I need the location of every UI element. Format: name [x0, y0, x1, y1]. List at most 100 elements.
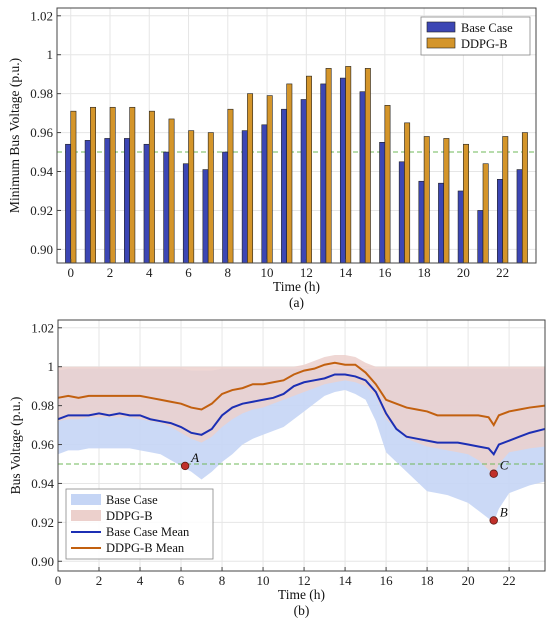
panel-a-bar-ddpg-b — [266, 95, 273, 264]
panel-a-bar-ddpg-b — [502, 136, 509, 264]
panel-b-xtick-label: 18 — [421, 573, 434, 588]
panel-b-xtick-label: 8 — [219, 573, 226, 588]
panel-a-ytick-label: 0.96 — [30, 125, 53, 140]
panel-a-bar-ddpg-b — [521, 132, 528, 264]
panel-b-legend-swatch — [71, 494, 101, 505]
panel-b-band-ddpg-b — [58, 355, 545, 476]
panel-a-bar-ddpg-b — [286, 83, 293, 264]
panel-a-xtick-label: 4 — [146, 265, 153, 280]
panel-a-xtick-label: 6 — [185, 265, 192, 280]
panel-a-bar-ddpg-b — [227, 108, 234, 264]
panel-b-ytick-label: 0.90 — [31, 554, 54, 569]
panel-a-ytick-label: 0.98 — [30, 86, 53, 101]
panel-a-x-axis-label: Time (h) — [273, 279, 320, 294]
panel-b-legend-swatch — [71, 510, 101, 521]
panel-a-bar-base-case — [84, 140, 91, 264]
panel-a-bar-ddpg-b — [404, 122, 411, 264]
panel-b-ytick-label: 1 — [48, 359, 55, 374]
panel-a-caption: (a) — [289, 295, 304, 310]
panel-b-legend-label: Base Case — [106, 493, 158, 507]
panel-a-legend-swatch — [426, 21, 456, 33]
panel-b-ytick-label: 0.96 — [31, 437, 54, 452]
panel-a-bar-ddpg-b — [463, 143, 469, 264]
panel-a-ytick-label: 1 — [47, 47, 54, 62]
panel-b-marker-label-a: A — [190, 450, 199, 465]
panel-a-plot-border — [56, 7, 537, 264]
panel-a-bar-base-case — [261, 124, 268, 264]
panel-a-bar-ddpg-b — [70, 110, 77, 264]
panel-a-bar-base-case — [359, 91, 366, 264]
panel-b-xtick-label: 4 — [137, 573, 144, 588]
panel-a-bar-base-case — [143, 143, 150, 264]
panel-a-xtick-label: 16 — [378, 265, 392, 280]
panel-b-legend: Base Case DDPG-B Base Case Mean DDPG-B Mean — [65, 488, 214, 560]
panel-b-xtick-label: 14 — [339, 573, 353, 588]
panel-a-bar-ddpg-b — [109, 106, 116, 264]
panel-a-bar-base-case — [379, 142, 386, 264]
panel-b-series — [57, 355, 546, 523]
panel-a-bar-base-case — [281, 108, 287, 264]
panel-a-bar-ddpg-b — [325, 68, 332, 264]
panel-a-bar-base-case — [222, 151, 229, 264]
panel-b-xtick-label: 20 — [462, 573, 475, 588]
panel-a-ytick-label: 0.90 — [30, 242, 53, 257]
panel-b-y-axis-label: Bus Voltage (p.u.) — [8, 397, 23, 495]
panel-a-bar-base-case — [339, 77, 346, 264]
panel-a-xtick-label: 22 — [496, 265, 509, 280]
panel-a-bar-base-case — [477, 210, 484, 264]
panel-b-xtick-label: 16 — [380, 573, 394, 588]
panel-b-line-base-case-mean — [57, 373, 546, 457]
panel-a-xtick-label: 20 — [457, 265, 470, 280]
panel-a-bar-ddpg-b — [129, 106, 136, 264]
panel-b-legend-label: Base Case Mean — [106, 525, 190, 539]
panel-b-legend-label: DDPG-B Mean — [106, 541, 185, 555]
panel-a-bar-base-case — [418, 180, 425, 264]
panel-a-xtick-label: 14 — [339, 265, 353, 280]
panel-a-bar-base-case — [163, 151, 170, 264]
panel-a-bar-base-case — [124, 138, 130, 264]
panel-a-bar-base-case — [182, 163, 189, 264]
panel-a-y-axis-label: Minimum Bus Voltage (p.u.) — [7, 58, 22, 213]
panel-a-bar-ddpg-b — [482, 163, 489, 264]
panel-b-marker-label-b: B — [500, 504, 508, 519]
panel-b-ytick-label: 0.94 — [31, 476, 54, 491]
panel-b-ytick-label: 1.02 — [31, 320, 54, 335]
panel-a-bar-ddpg-b — [306, 75, 312, 264]
panel-b-marker-c — [489, 469, 498, 478]
panel-a-bar-ddpg-b — [345, 66, 352, 264]
panel-a-bar-base-case — [202, 169, 209, 264]
panel-a-xtick-label: 18 — [418, 265, 431, 280]
panel-b-line-ddpg-b-mean — [57, 361, 546, 428]
panel-a-bar-ddpg-b — [423, 136, 430, 264]
panel-a-legend-swatch — [426, 37, 456, 49]
panel-b-xtick-label: 6 — [178, 573, 185, 588]
panel-a-bar-base-case — [398, 161, 405, 264]
panel-a-bar-ddpg-b — [364, 68, 371, 264]
panel-a-ytick-label: 1.02 — [30, 8, 53, 23]
panel-a-bar-base-case — [320, 83, 327, 264]
panel-a-bar-base-case — [457, 190, 464, 264]
panel-a-legend-label: Base Case — [461, 21, 513, 35]
panel-b-ytick-label: 0.92 — [31, 515, 54, 530]
panel-b-x-axis-label: Time (h) — [278, 587, 325, 602]
panel-a-legend-label: DDPG-B — [461, 37, 508, 51]
panel-a-ytick-label: 0.94 — [30, 164, 53, 179]
panel-b-marker-a — [180, 461, 190, 471]
panel-b-xtick-label: 2 — [96, 573, 103, 588]
panel-a-legend: Base Case DDPG-B — [420, 16, 531, 56]
panel-a-bar-base-case — [241, 130, 248, 264]
panel-a-xtick-label: 0 — [67, 265, 74, 280]
panel-a-bars — [65, 66, 528, 264]
panel-b-xtick-label: 12 — [298, 573, 311, 588]
panel-a-bar-base-case — [300, 99, 307, 264]
panel-a-xtick-label: 12 — [300, 265, 313, 280]
panel-a-ytick-label: 0.92 — [30, 203, 53, 218]
panel-a-bar-ddpg-b — [148, 110, 155, 264]
panel-a-bar-base-case — [438, 182, 445, 264]
panel-a-bar-ddpg-b — [168, 118, 175, 264]
panel-a-bar-base-case — [497, 178, 503, 264]
panel-a-bar-ddpg-b — [443, 138, 450, 264]
panel-a-xtick-label: 10 — [261, 265, 274, 280]
panel-a-bar-ddpg-b — [188, 130, 195, 264]
